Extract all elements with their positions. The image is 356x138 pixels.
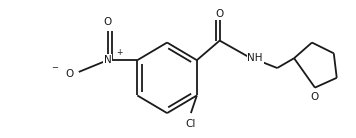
Text: O: O [311,91,319,102]
Text: Cl: Cl [186,119,196,129]
Text: O: O [66,69,74,79]
Text: O: O [104,17,112,27]
Text: N: N [104,55,111,65]
Text: +: + [116,48,123,57]
Text: NH: NH [247,53,263,63]
Text: O: O [215,9,224,19]
Text: −: − [51,63,58,73]
